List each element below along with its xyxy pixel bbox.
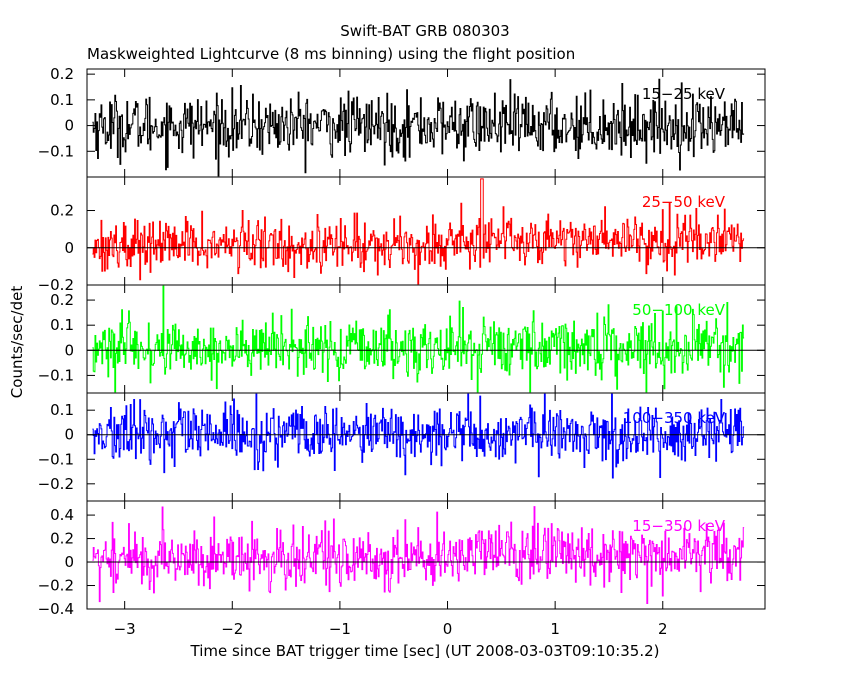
- y-tick-label: 0.1: [50, 316, 74, 334]
- panel-2: 25−50 keV −0.2 0 0.2: [38, 176, 766, 294]
- series-label: 25−50 keV: [642, 193, 726, 211]
- series-label: 15−350 keV: [632, 517, 725, 535]
- lightcurve-series-2: [92, 178, 745, 285]
- series-label: 15−25 keV: [642, 85, 726, 103]
- panel-5: 15−350 keV −0.4 −0.2 0 0.2 0.4: [38, 500, 766, 618]
- y-tick-label: 0: [64, 553, 74, 571]
- y-tick-label: 0: [64, 341, 74, 359]
- lightcurve-series-1: [92, 78, 745, 177]
- y-tick-label: −0.2: [38, 577, 74, 595]
- y-tick-label: −0.2: [38, 276, 74, 294]
- y-tick-label: −0.1: [38, 142, 74, 160]
- y-tick-label: −0.4: [38, 600, 74, 618]
- y-tick-label: 0: [64, 117, 74, 135]
- y-axis-label: Counts/sec/det: [8, 286, 26, 399]
- lightcurve-series-5: [92, 506, 745, 604]
- chart-subtitle: Maskweighted Lightcurve (8 ms binning) u…: [87, 45, 575, 63]
- panel-frame: [86, 500, 766, 610]
- x-tick-label: 0: [443, 620, 453, 638]
- chart-title: Swift-BAT GRB 080303: [340, 22, 509, 40]
- y-tick-label: 0.4: [50, 506, 74, 524]
- panel-3: 50−100 keV −0.1 0 0.1 0.2: [38, 284, 766, 394]
- y-tick-label: 0.2: [50, 291, 74, 309]
- lightcurve-series-4: [92, 393, 745, 479]
- y-tick-label: 0.2: [50, 530, 74, 548]
- y-tick-label: −0.2: [38, 475, 74, 493]
- x-tick-label: −3: [114, 620, 136, 638]
- panel-4: 100−350 keV −0.2 −0.1 0 0.1: [38, 392, 766, 502]
- y-tick-label: 0: [64, 239, 74, 257]
- lightcurve-series-3: [92, 285, 745, 393]
- y-tick-label: 0.1: [50, 91, 74, 109]
- y-tick-label: −0.1: [38, 366, 74, 384]
- y-tick-label: 0.1: [50, 401, 74, 419]
- y-tick-label: 0: [64, 426, 74, 444]
- x-tick-label: 2: [658, 620, 668, 638]
- y-tick-label: 0.2: [50, 65, 74, 83]
- y-tick-label: −0.1: [38, 450, 74, 468]
- x-tick-label: 1: [550, 620, 560, 638]
- x-axis: −3 −2 −1 0 1 2: [114, 620, 668, 638]
- panels: 15−25 keV−0.100.10.225−50 keV−0.200.250−…: [38, 65, 766, 618]
- x-axis-label: Time since BAT trigger time [sec] (UT 20…: [190, 642, 660, 660]
- series-label: 50−100 keV: [632, 301, 725, 319]
- panel-1: 15−25 keV −0.1 0 0.1 0.2: [38, 65, 766, 178]
- series-label: 100−350 keV: [623, 409, 726, 427]
- x-tick-label: −2: [221, 620, 243, 638]
- y-tick-label: 0.2: [50, 202, 74, 220]
- x-tick-label: −1: [329, 620, 351, 638]
